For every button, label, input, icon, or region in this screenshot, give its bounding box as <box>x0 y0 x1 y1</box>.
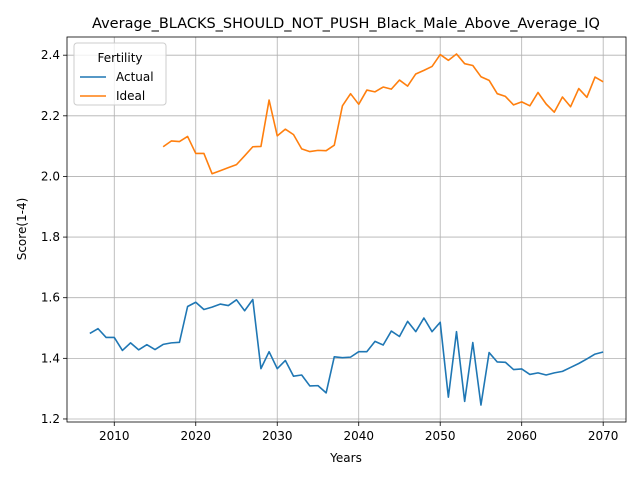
y-tick-label: 1.8 <box>41 230 60 244</box>
chart-title: Average_BLACKS_SHOULD_NOT_PUSH_Black_Mal… <box>92 16 600 32</box>
series-lines <box>89 53 604 406</box>
x-tick-label: 2010 <box>99 429 130 443</box>
x-tick-label: 2070 <box>588 429 619 443</box>
x-tick-label: 2020 <box>180 429 211 443</box>
y-axis-label: Score(1-4) <box>15 198 29 261</box>
x-tick-label: 2050 <box>425 429 456 443</box>
x-tick-label: 2060 <box>506 429 537 443</box>
y-tick-label: 2.0 <box>41 169 60 183</box>
legend-box <box>73 42 167 106</box>
y-tick-label: 2.4 <box>41 48 60 62</box>
legend: Fertility Actual Ideal <box>73 42 167 106</box>
y-tick-label: 1.4 <box>41 351 60 365</box>
plot-frame <box>66 36 627 423</box>
x-axis-ticks: 2010 2020 2030 2040 2050 2060 2070 <box>99 422 618 443</box>
series-line-ideal <box>162 53 604 175</box>
y-axis-ticks: 1.2 1.4 1.6 1.8 2.0 2.2 2.4 <box>41 48 67 426</box>
y-tick-label: 2.2 <box>41 109 60 123</box>
legend-label-ideal: Ideal <box>116 89 145 103</box>
legend-label-actual: Actual <box>116 70 154 84</box>
x-tick-label: 2040 <box>343 429 374 443</box>
x-tick-label: 2030 <box>262 429 293 443</box>
legend-title: Fertility <box>97 51 142 65</box>
x-axis-label: Years <box>329 451 362 465</box>
y-tick-label: 1.6 <box>41 291 60 305</box>
series-line-actual <box>89 298 604 406</box>
y-tick-label: 1.2 <box>41 412 60 426</box>
